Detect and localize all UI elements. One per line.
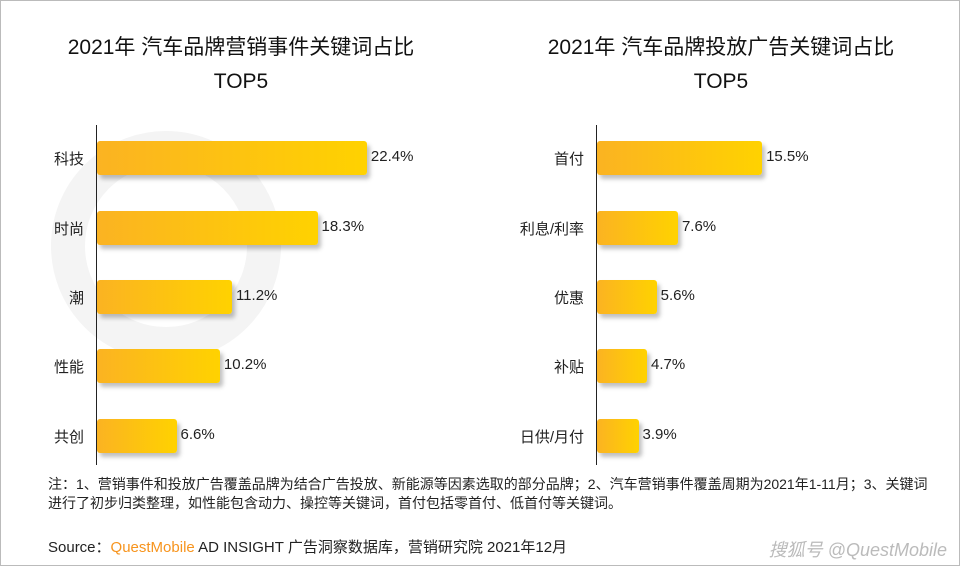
chart-left-value-label: 22.4% [370, 148, 414, 165]
chart-left-category-label: 时尚 [53, 221, 84, 238]
chart-right-value-label: 3.9% [642, 426, 677, 443]
chart-left-value-label: 10.2% [223, 356, 267, 373]
chart-left-bar [97, 211, 318, 245]
chart-right-bar [597, 419, 639, 453]
chart-left-category-label: 科技 [53, 151, 84, 168]
chart-right-value-label: 4.7% [651, 356, 686, 373]
chart-left-bar [97, 419, 177, 453]
chart-right-bar [597, 211, 678, 245]
chart-left-category-label: 性能 [53, 359, 84, 376]
chart-right-value-label: 7.6% [681, 218, 717, 235]
chart-right-category-label: 利息/利率 [519, 221, 584, 238]
chart-right-bar [597, 141, 763, 175]
chart-left-subtitle: TOP5 [213, 70, 269, 93]
chart-left-bar [97, 349, 220, 383]
chart-left-bar [97, 280, 232, 314]
source-brand: QuestMobile [110, 539, 195, 556]
chart-left-category-label: 共创 [53, 429, 84, 446]
chart-right-bar [597, 280, 657, 314]
chart-right-category-label: 优惠 [553, 290, 584, 307]
chart-right-subtitle: TOP5 [693, 70, 749, 93]
chart-right-axis [596, 125, 597, 465]
chart-right-category-label: 日供/月付 [519, 429, 584, 446]
source-prefix: Source： [48, 539, 111, 556]
chart-left-category-label: 潮 [68, 290, 84, 307]
chart-left-bar [97, 141, 367, 175]
chart-right-title: 2021年 汽车品牌投放广告关键词占比 TOP5 [511, 31, 931, 99]
chart-right-value-label: 5.6% [660, 287, 695, 304]
chart-left-axis [96, 125, 97, 465]
chart-right-category-label: 补贴 [553, 359, 584, 376]
source: Source：QuestMobile AD INSIGHT 广告洞察数据库，营销… [48, 536, 567, 557]
chart-right-bar [597, 349, 648, 383]
chart-left-title: 2021年 汽车品牌营销事件关键词占比 TOP5 [31, 31, 451, 99]
chart-right-title-text: 2021年 汽车品牌投放广告关键词占比 [547, 36, 895, 59]
chart-left-value-label: 6.6% [180, 426, 215, 443]
source-rest: AD INSIGHT 广告洞察数据库，营销研究院 2021年12月 [194, 539, 568, 556]
chart-right-category-label: 首付 [553, 151, 584, 168]
credit-watermark: 搜狐号 @QuestMobile [768, 540, 947, 560]
chart-left-title-text: 2021年 汽车品牌营销事件关键词占比 [67, 36, 415, 59]
chart-left-value-label: 11.2% [235, 287, 278, 304]
chart-right-value-label: 15.5% [766, 148, 809, 165]
footnote: 注：1、营销事件和投放广告覆盖品牌为结合广告投放、新能源等因素选取的部分品牌；2… [48, 476, 928, 511]
chart-left-value-label: 18.3% [321, 218, 365, 235]
